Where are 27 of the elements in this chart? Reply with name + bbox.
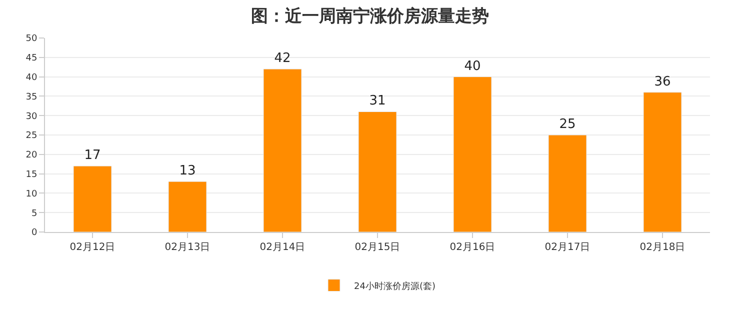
chart-title: 图：近一周南宁涨价房源量走势 [251, 6, 489, 26]
x-tick-label: 02月16日 [450, 242, 496, 253]
data-label: 31 [369, 94, 386, 109]
y-tick-label: 50 [26, 34, 38, 44]
data-label: 17 [84, 148, 101, 164]
y-tick-label: 40 [26, 72, 38, 83]
y-tick-label: 35 [26, 92, 38, 102]
x-tick-label: 02月15日 [354, 242, 400, 253]
y-tick-label: 25 [26, 131, 38, 142]
y-tick-label: 45 [26, 54, 38, 64]
data-label: 36 [654, 74, 671, 90]
x-tick-label: 02月14日 [260, 242, 306, 253]
data-label: 42 [274, 51, 291, 66]
legend-label: 24小时涨价房源(套) [354, 280, 436, 292]
y-tick-label: 30 [26, 112, 38, 122]
data-label: 40 [464, 58, 481, 74]
y-tick-label: 15 [26, 170, 38, 180]
x-tick-label: 02月12日 [70, 242, 116, 253]
data-label: 13 [179, 164, 196, 179]
y-tick-label: 0 [31, 228, 38, 238]
x-tick-label: 02月13日 [164, 242, 210, 253]
y-tick-label: 5 [31, 208, 38, 219]
y-tick-label: 10 [26, 189, 38, 200]
x-tick-label: 02月18日 [640, 242, 686, 253]
data-label: 25 [559, 117, 576, 132]
y-tick-label: 20 [26, 150, 38, 161]
x-tick-label: 02月17日 [544, 242, 590, 253]
